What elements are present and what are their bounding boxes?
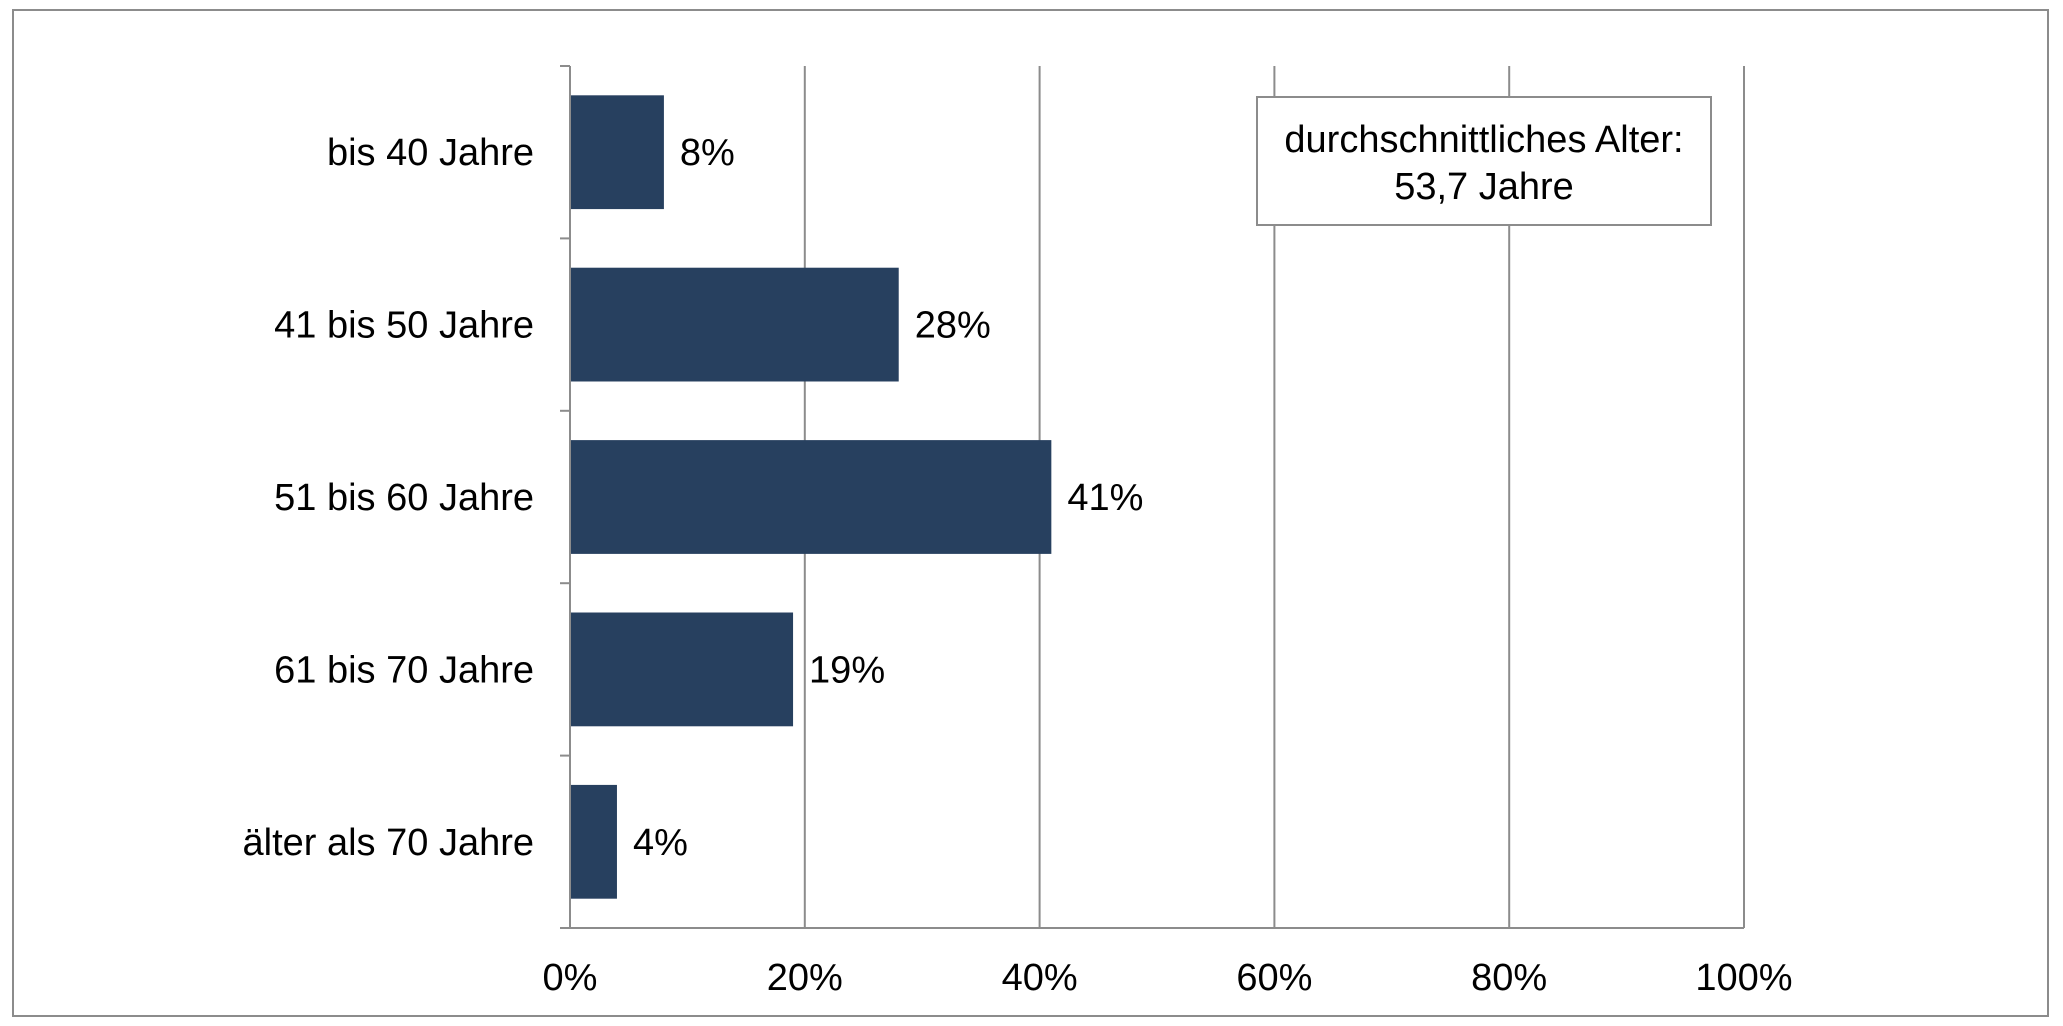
annotation-line-2: 53,7 Jahre [1394, 166, 1574, 208]
data-label-0: 8% [680, 132, 735, 174]
annotation-box [1256, 96, 1712, 226]
data-label-1: 28% [915, 305, 991, 347]
bar-3 [571, 612, 794, 727]
x-tick-label-20: 20% [767, 957, 843, 999]
category-label-3: 61 bis 70 Jahre [274, 649, 534, 691]
axis-layer [560, 65, 1744, 929]
bar-4 [571, 784, 617, 899]
bar-1 [571, 267, 899, 382]
x-tick-label-0: 0% [543, 957, 598, 999]
data-label-3: 19% [809, 649, 885, 691]
bar-2 [571, 440, 1052, 554]
category-label-0: bis 40 Jahre [327, 132, 534, 174]
data-label-2: 41% [1067, 477, 1143, 519]
x-tick-label-40: 40% [1002, 957, 1078, 999]
x-tick-label-60: 60% [1236, 957, 1312, 999]
x-tick-label-80: 80% [1471, 957, 1547, 999]
data-label-4: 4% [633, 822, 688, 864]
category-label-4: älter als 70 Jahre [243, 822, 535, 864]
x-tick-label-100: 100% [1695, 957, 1792, 999]
category-label-2: 51 bis 60 Jahre [274, 477, 534, 519]
annotation-line-1: durchschnittliches Alter: [1284, 119, 1683, 161]
label-layer: 0% 20% 40% 60% 80% 100% bis 40 Jahre 8% 41 bis 5… [243, 132, 1793, 999]
average-age-annotation: durchschnittliches Alter: 53,7 Jahre [1256, 96, 1712, 226]
bar-0 [571, 95, 664, 210]
bar-layer [571, 95, 1052, 899]
category-label-1: 41 bis 50 Jahre [274, 305, 534, 347]
